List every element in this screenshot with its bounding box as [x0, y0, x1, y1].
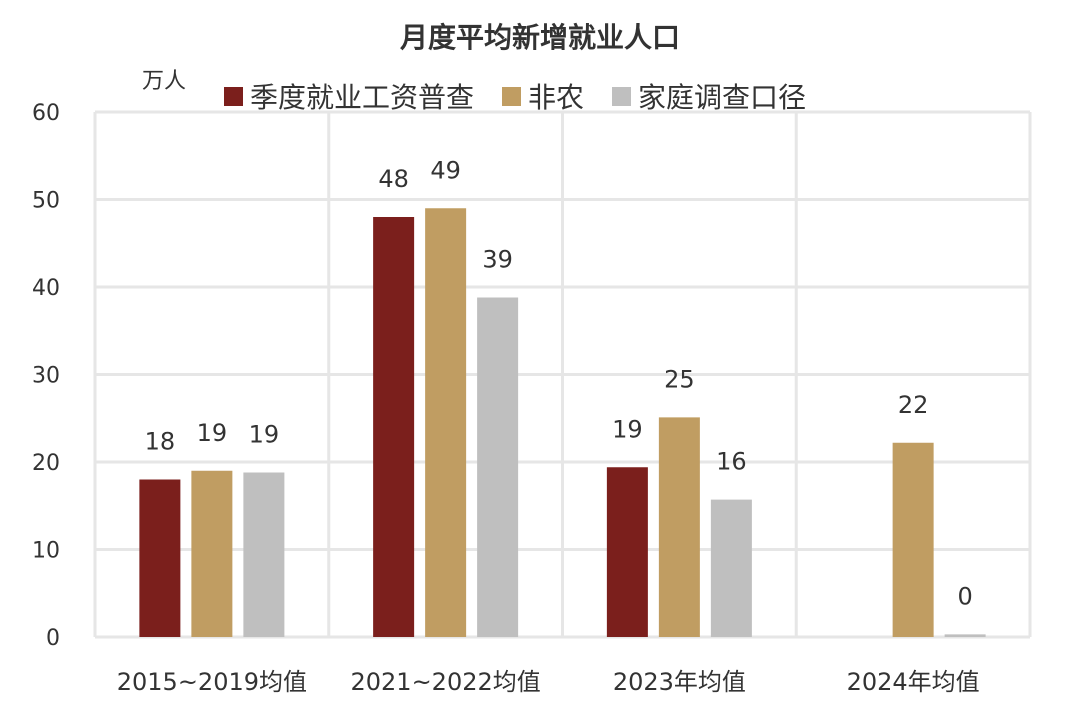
y-tick-label: 0	[46, 626, 60, 651]
bar	[373, 217, 415, 637]
y-tick-label: 10	[32, 539, 60, 564]
legend-item-survey: 季度就业工资普查	[224, 76, 474, 116]
bar-data-label: 19	[249, 421, 280, 449]
y-axis-unit-label: 万人	[142, 69, 187, 94]
bar-data-label: 39	[482, 246, 513, 274]
chart-title: 月度平均新增就业人口	[399, 21, 680, 54]
bar	[606, 467, 648, 637]
x-category-label: 2015~2019均值	[117, 668, 307, 696]
y-tick-label: 30	[32, 364, 60, 389]
legend-swatch-household	[612, 86, 632, 106]
bar-data-label: 22	[898, 391, 929, 419]
y-tick-label: 20	[32, 451, 60, 476]
bar	[191, 470, 233, 637]
bar	[710, 499, 752, 637]
legend-item-nonfarm: 非农	[502, 76, 584, 116]
x-category-label: 2024年均值	[847, 668, 980, 696]
bar-data-label: 18	[145, 428, 176, 456]
chart-legend: 季度就业工资普查 非农 家庭调查口径	[224, 78, 834, 114]
bar	[477, 297, 519, 637]
legend-label-survey: 季度就业工资普查	[250, 81, 475, 114]
legend-label-nonfarm: 非农	[528, 81, 585, 114]
legend-label-household: 家庭调查口径	[638, 81, 807, 114]
bar-data-label: 19	[612, 415, 643, 443]
legend-item-household: 家庭调查口径	[612, 76, 806, 116]
legend-swatch-nonfarm	[502, 86, 522, 106]
bar-data-label: 25	[664, 365, 695, 393]
bar-data-label: 16	[716, 448, 747, 476]
bar	[139, 479, 181, 637]
bar-data-label: 19	[197, 419, 228, 447]
bar	[243, 472, 285, 637]
x-category-label: 2023年均值	[613, 668, 746, 696]
bar-data-label: 48	[378, 165, 409, 193]
y-tick-label: 50	[32, 189, 60, 214]
bar-data-label: 0	[957, 582, 972, 610]
bar	[944, 634, 986, 637]
bar	[658, 417, 700, 637]
bar-data-label: 49	[430, 156, 461, 184]
bar	[425, 208, 467, 637]
x-category-label: 2021~2022均值	[350, 668, 540, 696]
legend-swatch-survey	[224, 86, 243, 106]
y-tick-label: 60	[32, 101, 60, 126]
y-tick-label: 40	[32, 276, 60, 301]
bar	[892, 442, 934, 637]
